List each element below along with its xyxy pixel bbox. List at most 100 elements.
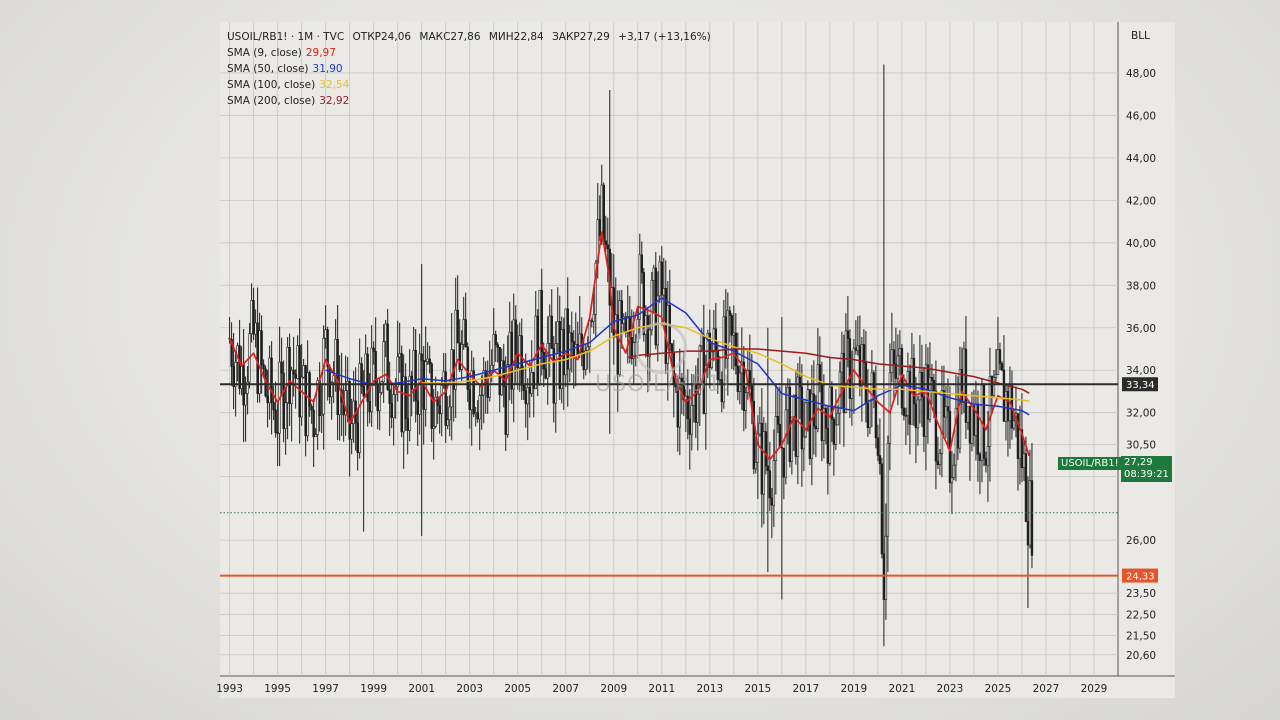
candle-body: [854, 347, 858, 351]
candle-body: [552, 348, 555, 404]
candle-body: [466, 346, 469, 390]
indicator-sma9[interactable]: SMA (9, close) 29,97: [227, 45, 716, 61]
change-value: +3,17 (+13,16%): [618, 31, 711, 43]
candle-body: [526, 387, 529, 405]
time-axis-tick-label: 2005: [504, 683, 531, 695]
candle-body: [886, 442, 890, 537]
candle-body: [548, 315, 551, 344]
candle-body: [282, 372, 285, 429]
candle-body: [338, 389, 341, 416]
candle-body: [386, 323, 389, 390]
candle-body: [290, 369, 293, 404]
candle-body: [904, 415, 908, 417]
candle-body: [308, 372, 311, 407]
price-axis-tick-label: 46,00: [1126, 110, 1156, 122]
candle-body: [380, 381, 383, 393]
candle-body: [844, 330, 848, 413]
candle-body: [362, 386, 365, 397]
indicator-value: 32,54: [319, 79, 350, 91]
time-axis-tick-label: 2029: [1081, 683, 1108, 695]
candle-body: [376, 384, 379, 412]
candle-body: [512, 319, 515, 390]
candle-body: [918, 371, 922, 401]
candle-body: [690, 405, 694, 435]
candle-body: [992, 377, 996, 396]
candle-body: [426, 358, 429, 363]
candle-body: [682, 381, 686, 401]
candle-body: [812, 393, 816, 427]
candle-body: [584, 350, 587, 371]
candle-body: [852, 347, 856, 385]
candle-body: [924, 364, 928, 437]
candle-body: [892, 349, 896, 365]
indicator-sma50[interactable]: SMA (50, close) 31,90: [227, 61, 716, 77]
candle-body: [364, 353, 367, 397]
chart-legend: USOIL/RB1! · 1M · TVC ОТКР24,06 МАКС27,8…: [227, 29, 716, 109]
indicator-sma100[interactable]: SMA (100, close) 32,54: [227, 77, 716, 93]
time-axis[interactable]: 1993 1995 1997 1999 2001 2003 2005 2007 2009 2011…: [216, 683, 1107, 695]
candle-body: [784, 409, 788, 478]
candle-body: [966, 406, 970, 423]
symbol-label[interactable]: USOIL/RB1! · 1M · TVC: [227, 31, 345, 43]
candle-body: [468, 389, 471, 411]
indicator-sma200[interactable]: SMA (200, close) 32,92: [227, 93, 716, 109]
price-axis-tick-label: 36,00: [1126, 323, 1156, 335]
candle-body: [1022, 453, 1026, 469]
candle-body: [846, 330, 850, 339]
price-axis-tick-label: 32,00: [1126, 408, 1156, 420]
candle-body: [868, 399, 872, 428]
candle-body: [778, 423, 782, 448]
candle-body: [444, 371, 447, 426]
candle-body: [302, 365, 305, 378]
candle-body: [884, 535, 888, 600]
candle-body: [266, 395, 269, 404]
candle-body: [1006, 391, 1010, 422]
candle-body: [524, 390, 527, 405]
candle-body: [916, 399, 920, 429]
candle-body: [792, 394, 796, 418]
candle-body: [352, 400, 355, 425]
candle-body: [284, 402, 287, 429]
candle-body: [700, 334, 704, 347]
candle-body: [876, 437, 880, 456]
candle-body: [296, 345, 299, 379]
candle-body: [696, 393, 700, 423]
candle-body: [662, 288, 665, 296]
time-axis-tick-label: 2011: [648, 683, 675, 695]
horizontal-levels[interactable]: 33,34 24,33: [220, 377, 1158, 583]
candle-body: [478, 395, 481, 420]
candle-body: [810, 393, 814, 459]
candle-body: [438, 405, 441, 415]
axis-unit-label[interactable]: BLL: [1131, 30, 1150, 42]
candle-body: [620, 300, 623, 324]
candle-body: [272, 402, 275, 411]
candle-body: [398, 353, 401, 358]
candle-body: [862, 344, 866, 363]
candle-body: [336, 339, 339, 416]
candle-body: [600, 184, 603, 236]
candle-body: [856, 345, 860, 351]
price-axis-tick-label: 26,00: [1126, 535, 1156, 547]
price-tag: 27,29 08:39:21: [1121, 456, 1172, 482]
candle-body: [586, 346, 589, 352]
price-axis-tick-label: 38,00: [1126, 280, 1156, 292]
candle-body: [356, 422, 359, 453]
candle-body: [742, 361, 746, 411]
candle-body: [492, 334, 495, 366]
candle-body: [632, 342, 635, 359]
candle-body: [950, 477, 954, 484]
candle-body: [970, 405, 974, 444]
candle-body: [804, 402, 808, 438]
candle-body: [840, 352, 844, 373]
time-axis-tick-label: 2015: [744, 683, 771, 695]
price-axis-tick-label: 22,50: [1126, 609, 1156, 621]
candle-body: [372, 347, 375, 352]
candle-body: [776, 416, 780, 425]
candle-body: [1024, 453, 1028, 522]
candle-body: [494, 334, 497, 345]
time-axis-tick-label: 2019: [841, 683, 868, 695]
price-axis-tick-label: 23,50: [1126, 588, 1156, 600]
candle-body: [238, 345, 241, 389]
price-axis-tick-label: 42,00: [1126, 195, 1156, 207]
